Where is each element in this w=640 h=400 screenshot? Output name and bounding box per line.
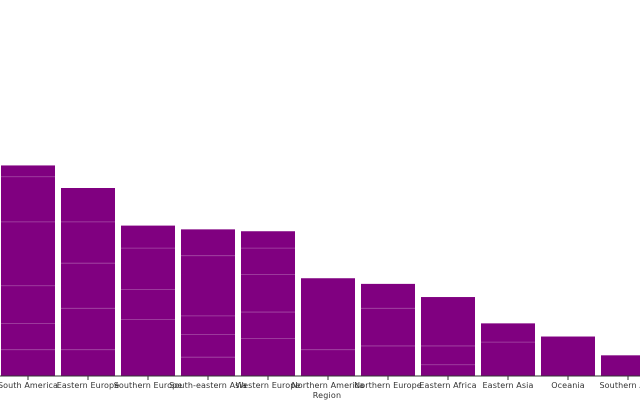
bar-southern-asia <box>601 355 640 376</box>
x-tick-label: Northern America <box>292 381 365 390</box>
bar-eastern-asia <box>481 323 535 376</box>
x-tick-label: Eastern Africa <box>419 381 476 390</box>
bar-western-europe <box>241 231 295 376</box>
x-tick-label: Western Europe <box>236 381 301 390</box>
bar-oceania <box>541 336 595 376</box>
bar-southern-europe <box>121 225 175 376</box>
bar-eastern-africa <box>421 297 475 376</box>
bar-south-america <box>1 165 55 376</box>
x-tick-label: Northern Europe <box>354 381 422 390</box>
x-tick-label: Oceania <box>551 381 584 390</box>
x-tick-label: Eastern Asia <box>483 381 534 390</box>
x-axis-title: Region <box>313 391 342 400</box>
x-tick-label: South-eastern Asia <box>169 381 247 390</box>
bar-south-eastern-asia <box>181 229 235 376</box>
bar-northern-europe <box>361 283 415 376</box>
bar-northern-america <box>301 278 355 376</box>
bars-group <box>1 165 640 376</box>
x-tick-label: Southern Europe <box>114 381 183 390</box>
x-tick-label: Southern Asia <box>600 381 640 390</box>
bar-eastern-europe <box>61 188 115 376</box>
x-tick-label: Eastern Europe <box>57 381 119 390</box>
x-tick-label: South America <box>0 381 58 390</box>
